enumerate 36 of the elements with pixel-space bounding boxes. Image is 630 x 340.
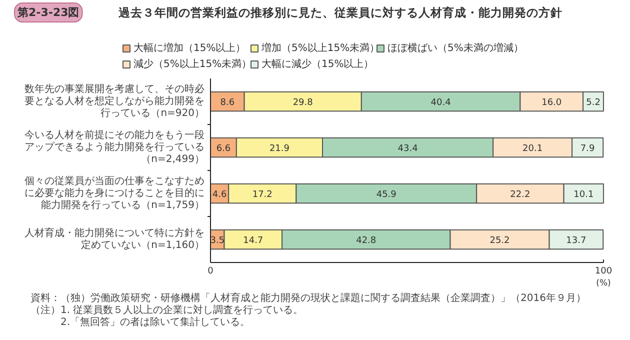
legend-label: 大幅に減少（15%以上） <box>262 58 374 70</box>
data-label: 13.7 <box>566 236 586 246</box>
legend-label: 増加（5%以上15%未満） <box>260 42 380 54</box>
data-label: 8.6 <box>220 98 235 108</box>
data-label: 42.8 <box>356 236 376 246</box>
data-label: 22.2 <box>510 190 530 200</box>
x-tick-label: 100 <box>594 266 612 276</box>
data-label: 40.4 <box>430 98 452 108</box>
data-label: 5.2 <box>586 98 600 108</box>
chart-title: 過去３年間の営業利益の推移別に見た、従業員に対する人材育成・能力開発の方針 <box>118 6 562 20</box>
data-label: 21.9 <box>269 144 290 154</box>
x-axis-title: (%) <box>596 278 611 288</box>
legend-label: ほぼ横ばい（5%未満の増減） <box>388 42 524 54</box>
data-label: 43.4 <box>398 144 418 154</box>
legend-label: 大幅に増加（15%以上） <box>134 42 246 54</box>
data-label: 10.1 <box>574 190 594 200</box>
data-label: 45.9 <box>376 190 397 200</box>
y-tick-label: 今いる人材を前提にその能力をもう一段アップできるよう能力開発を行っている（n=2,499） <box>24 128 205 166</box>
data-label: 14.7 <box>243 236 264 246</box>
y-tick-label: 人材育成・能力開発について特に方針を定めていない（n=1,160） <box>24 226 205 252</box>
data-label: 20.1 <box>522 144 543 154</box>
y-tick-label: 数年先の事業展開を考慮して、その時必要となる人材を想定しながら能力開発を行っている（n=920） <box>24 82 205 120</box>
y-tick-label: 個々の従業員が当面の仕事をこなすために必要な能力を身につけることを目的に能力開発を行っている（n=1,759） <box>24 174 205 212</box>
data-label: 17.2 <box>252 190 272 200</box>
text: 第2-3-23図 <box>16 6 80 19</box>
data-label: 29.8 <box>292 98 314 108</box>
data-label: 25.2 <box>490 236 510 246</box>
x-tick-label: 0 <box>208 266 214 276</box>
data-label: 6.6 <box>216 144 231 154</box>
data-label: 7.9 <box>580 144 596 154</box>
text: 2.「無回答」の者は除いて集計している。 <box>30 316 250 328</box>
text: 資料：（独）労働政策研究・研修機構「人材育成と能力開発の現状と課題に関する調査結果（企業調査）」（2016年９月） <box>30 292 586 304</box>
data-label: 16.0 <box>542 98 562 108</box>
text: （注）1. 従業員数５人以上の企業に対し調査を行っている。 <box>30 304 304 316</box>
data-label: 4.6 <box>212 190 227 200</box>
legend-label: 減少（5%以上15%未満） <box>134 58 252 70</box>
